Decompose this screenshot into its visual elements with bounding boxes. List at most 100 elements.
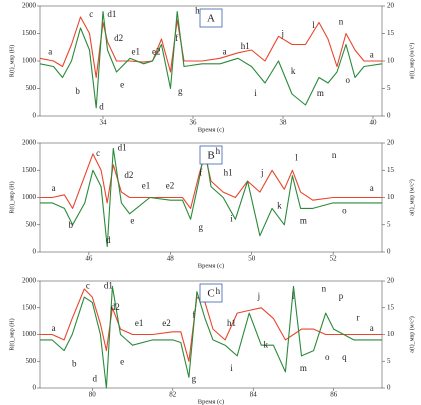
- y-axis-label: R(t)_мвр (Н): [8, 181, 15, 213]
- annotation: e1: [142, 181, 151, 191]
- panel-label: C: [207, 288, 214, 300]
- y-tick-label: 2000: [22, 277, 37, 285]
- annotation: e1: [135, 318, 144, 328]
- data-line: [39, 10, 383, 109]
- y2-axis-label: a(t)_мвр (м/с²): [408, 179, 415, 215]
- data-line: [40, 147, 382, 248]
- annotation: a: [52, 183, 56, 193]
- y2-tick-label: 0: [387, 112, 391, 120]
- annotation: h: [216, 146, 221, 156]
- annotation: n: [332, 150, 337, 160]
- y2-tick-label: 5: [387, 220, 391, 228]
- annotation: e2: [166, 181, 175, 191]
- annotation: o: [342, 206, 347, 216]
- annotation: d1: [118, 143, 127, 153]
- annotation: e1: [132, 46, 141, 56]
- x-tick-label: 48: [167, 255, 175, 263]
- x-tick-label: 46: [85, 255, 93, 263]
- y-tick-label: 1000: [22, 330, 37, 338]
- annotation: o: [346, 75, 351, 85]
- x-axis-label: Время (с): [198, 126, 224, 133]
- panel-label-box: [199, 145, 223, 165]
- y-tick-label: 2000: [22, 139, 37, 147]
- y-tick-label: 1500: [22, 303, 37, 311]
- annotation: e: [130, 216, 134, 226]
- annotation: g: [192, 374, 197, 384]
- annotation: e2: [162, 318, 171, 328]
- x-tick-label: 52: [330, 255, 338, 263]
- y-tick-label: 500: [26, 84, 37, 92]
- annotation: j: [281, 29, 285, 39]
- y-axis-label: R(t)_мвр (Н): [8, 318, 15, 350]
- x-axis-label: Время (с): [198, 262, 224, 269]
- annotation: h: [216, 286, 221, 296]
- y2-tick-label: 5: [387, 84, 391, 92]
- y2-tick-label: 0: [387, 384, 391, 392]
- annotation: i: [230, 213, 233, 223]
- y-tick-label: 1000: [22, 57, 37, 65]
- annotation: a: [370, 50, 374, 60]
- annotation: e: [120, 356, 124, 366]
- annotation: j: [257, 291, 261, 301]
- y-tick-label: 500: [26, 220, 37, 228]
- panel-label-box: [199, 8, 223, 28]
- annotation: k: [291, 66, 296, 76]
- y2-tick-label: 20: [387, 2, 395, 10]
- annotation: k: [277, 200, 282, 210]
- annotation: l: [295, 152, 298, 162]
- annotation: g: [198, 222, 203, 232]
- annotation: m: [317, 88, 324, 98]
- panel-label-box: [199, 283, 223, 303]
- y-tick-label: 0: [33, 248, 37, 256]
- x-tick-label: 50: [248, 255, 256, 263]
- annotation: e: [120, 79, 124, 89]
- data-line: [40, 285, 382, 389]
- annotation: b: [72, 359, 77, 369]
- annotation: d2: [114, 33, 123, 43]
- y-tick-label: 2000: [22, 2, 37, 10]
- annotation: r: [357, 313, 360, 323]
- annotation: l: [312, 20, 315, 30]
- annotation: p: [339, 291, 344, 301]
- annotation: h1: [227, 318, 236, 328]
- annotation: f: [192, 309, 195, 319]
- y2-tick-label: 15: [387, 166, 395, 174]
- annotation: m: [300, 216, 307, 226]
- x-tick-label: 80: [89, 391, 97, 399]
- y2-tick-label: 0: [387, 248, 391, 256]
- y2-tick-label: 20: [387, 139, 395, 147]
- annotation: h1: [241, 41, 250, 51]
- y2-tick-label: 15: [387, 303, 395, 311]
- annotation: q: [342, 352, 347, 362]
- y2-tick-label: 10: [387, 57, 395, 65]
- annotation: j: [260, 168, 264, 178]
- annotation: h1: [224, 168, 233, 178]
- annotation: h: [195, 6, 200, 16]
- y2-tick-label: 20: [387, 277, 395, 285]
- annotation: d1: [107, 9, 116, 19]
- x-tick-label: 40: [370, 119, 378, 127]
- annotation: n: [322, 284, 327, 294]
- x-tick-label: 36: [190, 119, 198, 127]
- x-axis-label: Время (с): [198, 398, 224, 405]
- annotation: d: [99, 101, 104, 111]
- y-tick-label: 0: [33, 384, 37, 392]
- panel-label: A: [207, 13, 215, 25]
- x-tick-label: 86: [330, 391, 338, 399]
- y2-axis-label: a(t)_мвр (м/с²): [408, 43, 415, 79]
- annotation: i: [254, 88, 257, 98]
- x-tick-label: 82: [169, 391, 177, 399]
- annotation: l: [292, 291, 295, 301]
- annotation: a: [370, 183, 374, 193]
- annotation: d2: [111, 302, 120, 312]
- panel-label: B: [207, 150, 214, 162]
- annotation: d: [106, 235, 111, 245]
- annotation: e2: [152, 46, 161, 56]
- annotation: b: [69, 220, 74, 230]
- y2-axis-label: a(t)_мвр (м/с²): [408, 316, 415, 352]
- y2-tick-label: 15: [387, 29, 395, 37]
- y2-tick-label: 10: [387, 193, 395, 201]
- data-line: [40, 153, 382, 209]
- annotation: o: [325, 352, 330, 362]
